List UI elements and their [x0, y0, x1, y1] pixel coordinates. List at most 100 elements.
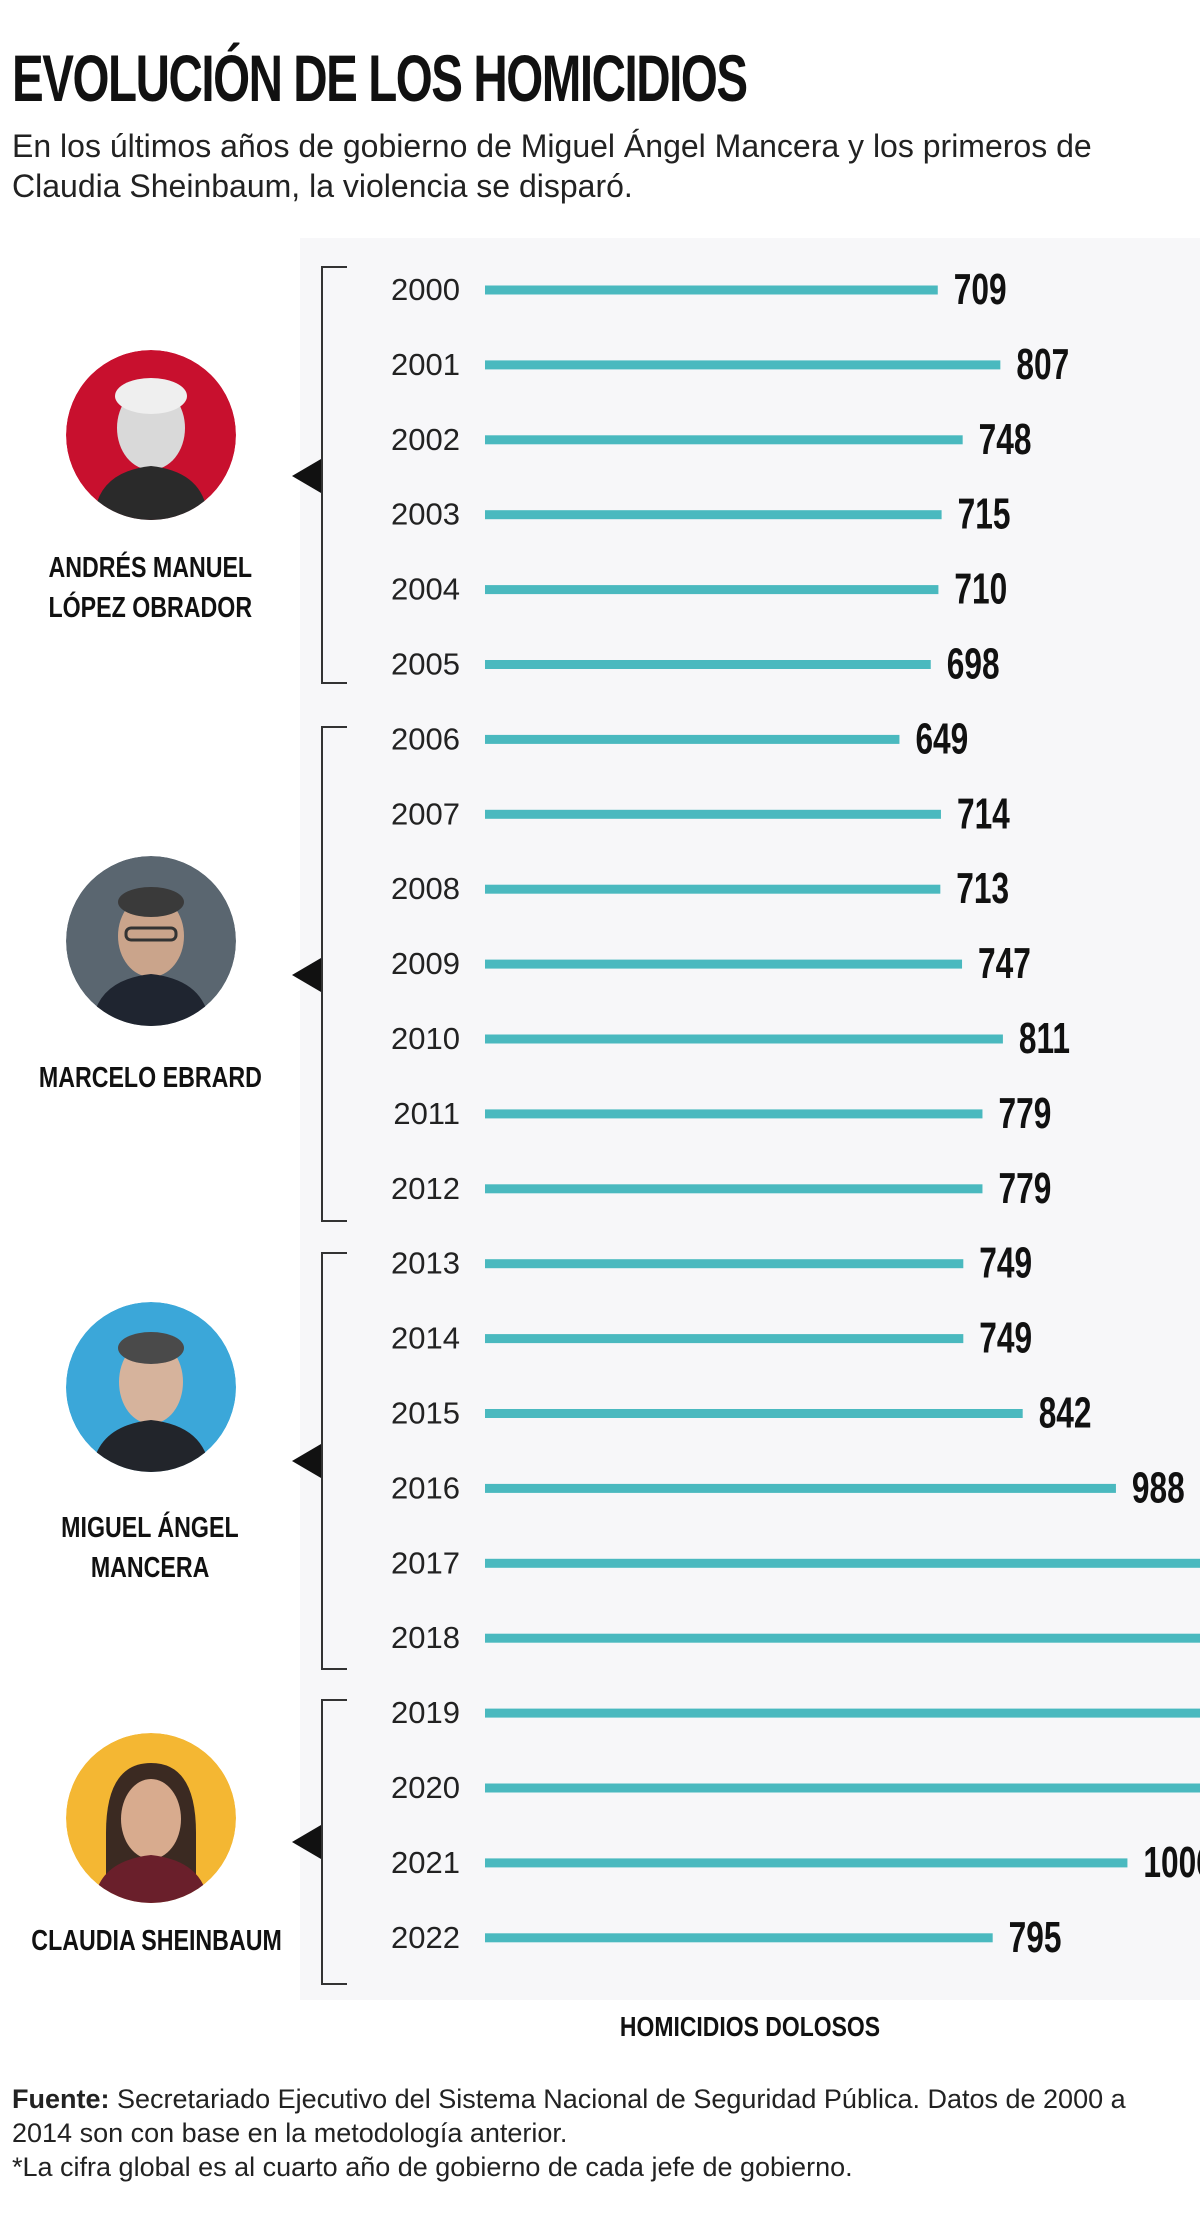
- year-label: 2014: [391, 1321, 460, 1356]
- year-label: 2004: [391, 572, 460, 607]
- value-label: 698: [947, 639, 1000, 688]
- bar-2005: [485, 660, 931, 669]
- bar-chart: 2000 709 2001 807 2002 748 2003 715 2004 710 2005 6…: [391, 265, 1200, 2043]
- value-label: 649: [915, 714, 968, 763]
- year-label: 2016: [391, 1470, 460, 1505]
- year-label: 2011: [393, 1096, 460, 1131]
- bar-2000: [485, 285, 938, 295]
- ruler-name-1: ANDRÉS MANUEL LÓPEZ OBRADOR: [48, 552, 252, 624]
- bar-2004: [485, 585, 939, 595]
- value-label: 807: [1016, 340, 1069, 389]
- face-shape-icon: [118, 895, 184, 977]
- portrait-icon: [66, 1733, 236, 1903]
- bar-2006: [485, 734, 900, 744]
- shoulders-shape-icon: [94, 466, 208, 520]
- year-label: 2019: [391, 1695, 460, 1730]
- year-label: 2001: [391, 347, 460, 382]
- avatar-ruler-1: [66, 350, 236, 520]
- pointer-arrow-icon: [292, 1444, 321, 1478]
- bar-2020: [485, 1783, 1200, 1793]
- source-note: Fuente: Secretariado Ejecutivo del Siste…: [12, 2082, 1188, 2184]
- pointer-arrow-icon: [292, 1825, 321, 1859]
- year-label: 2003: [391, 497, 460, 532]
- hair-shape-icon: [115, 378, 187, 414]
- year-label: 2018: [391, 1620, 460, 1655]
- page-title: EVOLUCIÓN DE LOS HOMICIDIOS: [12, 41, 748, 115]
- bar-2012: [485, 1184, 983, 1194]
- bar-2016: [485, 1483, 1116, 1493]
- shoulders-shape-icon: [94, 1855, 208, 1903]
- footnote: *La cifra global es al cuarto año de gob…: [12, 2152, 853, 2182]
- avatar-ruler-2: [66, 856, 236, 1026]
- bracket-ruler-1: [321, 266, 347, 684]
- portrait-icon: [66, 350, 236, 520]
- year-label: 2022: [391, 1920, 460, 1955]
- pointer-arrow-icon: [292, 459, 321, 493]
- year-label: 2017: [391, 1545, 460, 1580]
- bar-2022: [485, 1933, 993, 1943]
- bar-2008: [485, 884, 941, 894]
- value-label: 713: [956, 864, 1009, 913]
- chart-panel: [300, 238, 1200, 2000]
- value-label: 779: [998, 1089, 1051, 1138]
- avatar-ruler-4: [66, 1733, 236, 1903]
- value-label: 795: [1009, 1913, 1062, 1962]
- value-label: 714: [957, 789, 1010, 838]
- year-label: 2007: [391, 796, 460, 831]
- year-label: 2013: [391, 1246, 460, 1281]
- year-label: 2008: [391, 871, 460, 906]
- bar-2014: [485, 1334, 964, 1344]
- bar-2015: [485, 1409, 1023, 1418]
- year-label: 2005: [391, 647, 460, 682]
- bar-2017: [485, 1558, 1200, 1568]
- bar-2002: [485, 435, 963, 445]
- bracket-ruler-2: [321, 726, 347, 1222]
- page-subtitle: En los últimos años de gobierno de Migue…: [12, 128, 1092, 204]
- value-label: 715: [958, 490, 1011, 539]
- year-label: 2010: [391, 1021, 460, 1056]
- source-text: Secretariado Ejecutivo del Sistema Nacio…: [12, 2084, 1126, 2148]
- value-label: 988: [1132, 1463, 1185, 1512]
- value-label: 749: [979, 1314, 1032, 1363]
- bar-2019: [485, 1708, 1200, 1718]
- bars-layer: 2000 709 2001 807 2002 748 2003 715 2004 710 2005 6…: [391, 265, 1200, 1962]
- value-label: 709: [954, 265, 1007, 314]
- portrait-icon: [66, 1302, 236, 1472]
- glasses-icon: [124, 926, 178, 942]
- shoulders-shape-icon: [92, 1420, 210, 1472]
- bar-2003: [485, 510, 942, 520]
- year-label: 2000: [391, 272, 460, 307]
- bar-2021: [485, 1858, 1128, 1868]
- pointer-arrow-icon: [292, 958, 321, 992]
- year-label: 2015: [391, 1396, 460, 1431]
- bracket-ruler-3: [321, 1252, 347, 1670]
- value-label: 748: [979, 415, 1032, 464]
- hair-shape-icon: [118, 887, 184, 917]
- bar-2013: [485, 1259, 964, 1269]
- year-label: 2012: [391, 1171, 460, 1206]
- year-label: 2006: [391, 721, 460, 756]
- ruler-name-2: MARCELO EBRARD: [38, 1062, 262, 1094]
- ruler-name-4: CLAUDIA SHEINBAUM: [31, 1925, 282, 1957]
- bar-2011: [485, 1109, 983, 1119]
- value-label: 747: [978, 939, 1031, 988]
- year-label: 2021: [391, 1845, 460, 1880]
- portrait-icon: [66, 856, 236, 1026]
- bracket-ruler-4: [321, 1699, 347, 1985]
- value-label: 749: [979, 1239, 1032, 1288]
- source-label: Fuente:: [12, 2084, 110, 2114]
- face-shape-icon: [121, 1779, 181, 1859]
- x-axis-label: HOMICIDIOS DOLOSOS: [620, 2012, 880, 2043]
- bar-2007: [485, 809, 941, 819]
- bar-2009: [485, 959, 963, 969]
- bar-2018: [485, 1633, 1200, 1643]
- year-label: 2020: [391, 1770, 460, 1805]
- bar-2001: [485, 360, 1001, 370]
- value-label: 710: [954, 565, 1007, 614]
- bar-2010: [485, 1034, 1003, 1044]
- shoulders-shape-icon: [92, 974, 210, 1026]
- value-label: 842: [1039, 1388, 1092, 1437]
- value-label: 1006: [1143, 1838, 1200, 1887]
- year-label: 2002: [391, 422, 460, 457]
- avatar-ruler-3: [66, 1302, 236, 1472]
